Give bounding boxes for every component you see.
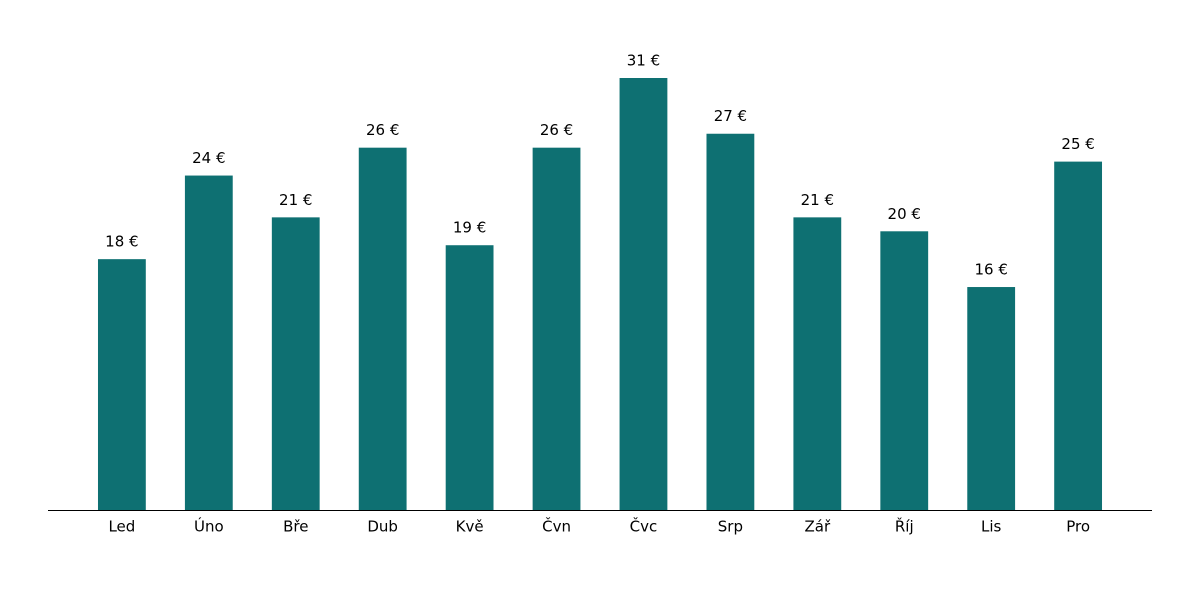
- x-tick-label: Říj: [895, 517, 914, 536]
- bar: [967, 287, 1016, 510]
- x-tick-label: Čvn: [542, 517, 571, 536]
- value-label: 24 €: [192, 149, 225, 167]
- x-tick-label: Dub: [367, 518, 398, 536]
- value-label: 21 €: [279, 191, 312, 209]
- x-tick-label: Lis: [981, 518, 1002, 536]
- value-label: 31 €: [627, 52, 660, 70]
- x-tick-label: Srp: [718, 518, 743, 536]
- value-label: 27 €: [714, 107, 747, 125]
- bar: [880, 231, 929, 510]
- value-label: 26 €: [366, 121, 399, 139]
- x-tick-label: Úno: [194, 517, 224, 536]
- bar: [445, 245, 494, 510]
- x-tick-label: Zář: [805, 518, 831, 536]
- x-tick-label: Led: [108, 518, 135, 536]
- bar: [793, 217, 842, 510]
- value-label: 19 €: [453, 219, 486, 237]
- bar: [97, 259, 146, 510]
- value-label: 16 €: [974, 261, 1007, 279]
- value-label: 20 €: [888, 205, 921, 223]
- x-tick-label: Čvc: [630, 517, 658, 536]
- bar: [706, 133, 755, 510]
- value-label: 18 €: [105, 233, 138, 251]
- bar: [1054, 161, 1103, 510]
- value-label: 26 €: [540, 121, 573, 139]
- bar: [532, 147, 581, 510]
- value-label: 21 €: [801, 191, 834, 209]
- x-tick-label: Bře: [283, 518, 308, 536]
- bar: [619, 78, 668, 510]
- bar: [184, 175, 233, 510]
- x-tick-label: Kvě: [456, 518, 484, 536]
- bar: [358, 147, 407, 510]
- x-tick-label: Pro: [1066, 518, 1090, 536]
- bar: [271, 217, 320, 510]
- value-label: 25 €: [1061, 135, 1094, 153]
